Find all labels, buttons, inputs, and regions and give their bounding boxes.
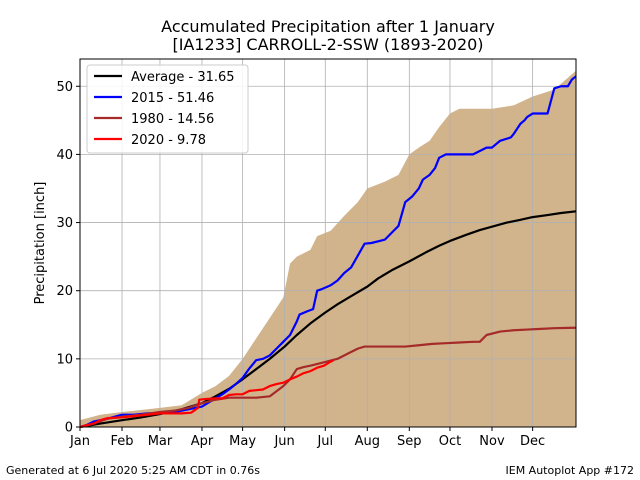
legend-label: Average - 31.65	[131, 70, 235, 85]
footer-generated-text: Generated at 6 Jul 2020 5:25 AM CDT in 0…	[6, 464, 260, 477]
x-tick-label: Sep	[397, 434, 422, 449]
legend-label: 2015 - 51.46	[131, 91, 214, 106]
chart-subtitle: [IA1233] CARROLL-2-SSW (1893-2020)	[172, 35, 483, 54]
series-line-2	[79, 75, 577, 429]
y-axis-label: Precipitation [inch]	[33, 182, 48, 305]
legend-label: 1980 - 14.56	[131, 112, 214, 127]
legend-box	[86, 64, 249, 154]
x-tick-label: Aug	[355, 434, 380, 449]
series-line-4	[79, 359, 334, 429]
range-band	[80, 70, 576, 428]
chart-svg: Accumulated Precipitation after 1 Januar…	[33, 17, 577, 449]
legend-label: 2020 - 9.78	[131, 133, 206, 148]
y-tick-label: 20	[56, 284, 73, 299]
x-tick-label: Mar	[148, 434, 173, 449]
x-tick-label: Jan	[69, 434, 90, 449]
y-tick-label: 10	[56, 352, 73, 367]
legend: Average - 31.65 2015 - 51.46 1980 - 14.56 2…	[86, 64, 249, 154]
x-tick-label: Dec	[520, 434, 545, 449]
y-tick-label: 40	[56, 148, 73, 163]
y-tick-label: 30	[56, 216, 73, 231]
x-tick-label: Oct	[439, 434, 461, 449]
y-tick-label: 0	[65, 421, 73, 436]
footer-app-text: IEM Autoplot App #172	[505, 464, 635, 477]
x-tick-label: Feb	[110, 434, 133, 449]
y-tick-label: 50	[56, 80, 73, 95]
x-tick-label: Apr	[191, 434, 214, 449]
series-line-3	[79, 326, 577, 429]
plot-frame	[79, 58, 577, 428]
chart-title: Accumulated Precipitation after 1 Januar…	[161, 17, 495, 36]
x-tick-label: Nov	[479, 434, 505, 449]
x-tick-label: Jul	[316, 434, 333, 449]
x-tick-label: May	[229, 434, 256, 449]
x-tick-label: Jun	[273, 434, 294, 449]
